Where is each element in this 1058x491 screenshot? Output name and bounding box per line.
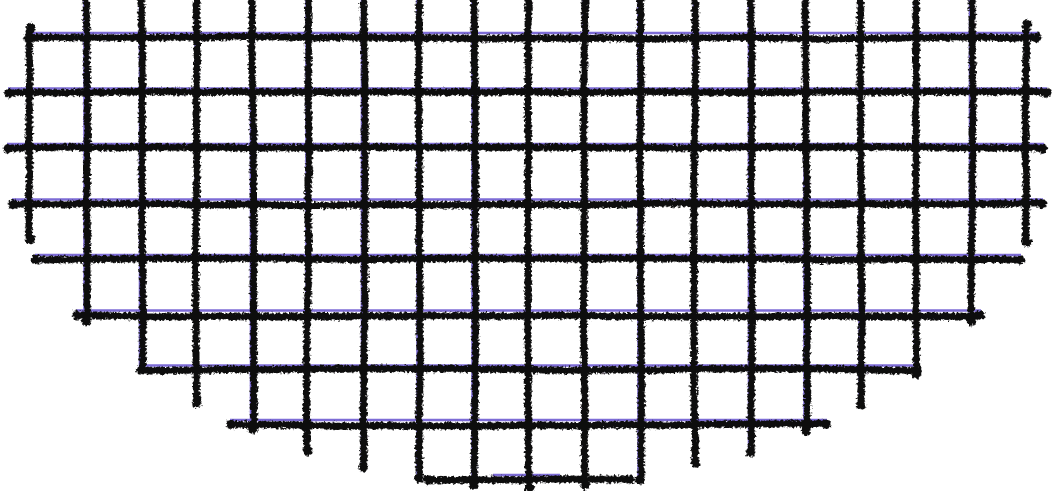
ink-h-line-3-left-blob	[8, 199, 18, 209]
ink-h-line-2-left-blob	[3, 143, 13, 154]
ink-v-line-13-bottom-blob	[745, 447, 756, 457]
ink-v-line-10	[579, 0, 589, 490]
ink-h-line-4-right-blob	[1015, 254, 1025, 265]
ink-v-line-3-bottom-blob	[192, 398, 202, 408]
ink-v-line-18-bottom-blob	[1022, 237, 1032, 247]
ink-v-line-1	[82, 0, 91, 326]
ink-v-line-11	[636, 0, 645, 485]
ink-v-line-0-bottom-blob	[25, 234, 36, 244]
ink-h-line-0-right-blob	[1032, 32, 1042, 43]
ink-v-line-7-bottom-blob	[414, 473, 424, 483]
ink-v-line-17	[967, 0, 977, 326]
ink-v-line-10-bottom-blob	[580, 480, 590, 490]
ink-v-line-15-bottom-blob	[856, 400, 866, 410]
ink-h-line-5-right-blob	[975, 310, 985, 320]
ink-v-line-14	[801, 0, 811, 436]
ink-sketch-lines	[3, 0, 1051, 491]
ink-v-line-6-bottom-blob	[358, 462, 369, 472]
ink-h-line-2-right-blob	[1038, 143, 1048, 154]
ink-v-line-9-bottom-blob	[524, 483, 535, 491]
ink-v-line-1-bottom-blob	[81, 316, 91, 326]
ink-v-line-4	[248, 0, 258, 434]
ink-v-line-0-top-blob	[25, 23, 36, 33]
ink-v-line-14-bottom-blob	[801, 426, 811, 436]
ink-v-line-3	[191, 0, 201, 408]
ink-v-line-8	[470, 0, 479, 490]
ink-v-line-2-bottom-blob	[136, 365, 147, 375]
ink-h-line-5-left-blob	[72, 310, 82, 320]
ink-v-line-5-bottom-blob	[303, 446, 313, 456]
ink-v-line-18-top-blob	[1022, 19, 1032, 29]
ink-v-line-12	[690, 0, 700, 468]
ink-h-line-1-left-blob	[4, 88, 14, 98]
ink-h-line-3-right-blob	[1037, 199, 1047, 209]
ink-h-line-7-right-blob	[821, 419, 831, 430]
ink-v-line-9	[524, 0, 533, 491]
ink-h-line-8-right-blob	[625, 474, 635, 485]
ink-v-line-13	[747, 0, 756, 457]
ink-v-line-11-bottom-blob	[635, 475, 645, 485]
ink-v-line-7	[414, 0, 424, 483]
ink-v-line-16	[912, 0, 921, 379]
ink-v-line-16-bottom-blob	[911, 369, 922, 379]
ink-v-line-2	[137, 0, 147, 375]
ink-v-line-12-bottom-blob	[690, 458, 701, 468]
ink-v-line-15	[856, 0, 866, 410]
ink-v-line-6	[359, 0, 369, 472]
ink-h-line-7-left-blob	[226, 419, 236, 430]
ink-h-line-1-right-blob	[1041, 88, 1051, 98]
ink-v-line-4-bottom-blob	[247, 424, 258, 434]
ink-v-line-5	[302, 0, 313, 456]
ink-v-line-17-bottom-blob	[966, 316, 977, 326]
ink-h-line-8-left-blob	[423, 474, 433, 485]
ink-h-line-4-left-blob	[31, 254, 41, 265]
ink-h-line-0	[23, 32, 1042, 43]
ink-v-line-8-bottom-blob	[469, 480, 479, 490]
ink-v-line-0	[25, 23, 34, 244]
ink-v-line-18	[1021, 19, 1030, 247]
